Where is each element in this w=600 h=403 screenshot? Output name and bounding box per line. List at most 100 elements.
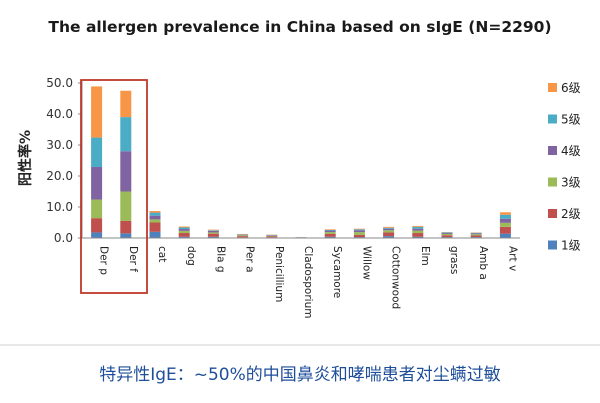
bar-segment [383, 236, 395, 238]
bar-segment [120, 117, 132, 152]
bar-stack-cottonwood [383, 226, 395, 238]
der-highlight-box [80, 79, 148, 294]
bar-stack-sycamore [324, 229, 336, 238]
bar-segment [412, 228, 424, 231]
y-tick-label: 0.0 [54, 231, 73, 245]
bar-segment [149, 212, 161, 216]
bar-segment [383, 228, 395, 231]
bar-segment [324, 233, 336, 237]
bar-segment [324, 232, 336, 234]
bar-segment [91, 218, 103, 233]
bar-segment [207, 230, 219, 231]
bar-stack-der-f [120, 90, 132, 238]
bar-segment [353, 232, 365, 235]
bar-segment [383, 232, 395, 237]
legend-swatch [548, 240, 557, 250]
x-category-label: Cottonwood [390, 246, 402, 309]
bar-segment [353, 228, 365, 230]
legend-label: 2级 [561, 207, 581, 221]
bar-segment [499, 222, 511, 227]
bar-segment [149, 215, 161, 220]
bar-segment [178, 230, 190, 234]
bar-segment [237, 234, 249, 236]
legend-label: 5级 [561, 113, 581, 127]
bar-stack-willow [353, 228, 365, 238]
bar-segment [207, 233, 219, 237]
bar-segment [499, 214, 511, 219]
x-category-label: Der p [98, 246, 110, 275]
y-axis-ticks: 0.0 10.0 20.0 30.0 40.0 50.0 [46, 76, 82, 245]
chart-title: The allergen prevalence in China based o… [48, 18, 551, 36]
bar-segment [353, 234, 365, 238]
bar-segment [412, 230, 424, 234]
legend-swatch [548, 146, 557, 155]
legend-swatch [548, 83, 557, 92]
bar-segment [120, 220, 132, 234]
x-category-label: Cladosporium [302, 246, 314, 318]
bar-segment [412, 236, 424, 238]
x-category-label: Art v [506, 246, 518, 271]
x-category-label: Amb a [477, 246, 489, 280]
x-category-label: Willow [360, 246, 372, 280]
bar-segment [441, 233, 453, 236]
bar-segment [91, 137, 103, 168]
bar-segment [324, 229, 336, 231]
bar-segment [178, 233, 190, 237]
bar-segment [383, 227, 395, 229]
bar-segment [120, 90, 132, 118]
bar-stack-elm [412, 225, 424, 238]
bar-stack-amb-a [470, 232, 482, 238]
bar-segment [149, 219, 161, 223]
bar-segment [499, 218, 511, 223]
bar-segment [237, 235, 249, 237]
x-category-label: Per a [244, 246, 256, 273]
bar-segment [178, 236, 190, 238]
bar-segment [91, 232, 103, 238]
bar-segment [324, 236, 336, 238]
bar-segment [266, 235, 278, 236]
footer-caption: 特异性IgE：~50%的中国鼻炎和哮喘患者对尘螨过敏 [99, 365, 501, 385]
bar-segment [324, 229, 336, 230]
legend-swatch [548, 209, 557, 218]
x-category-label: dog [185, 246, 197, 266]
axes [81, 81, 520, 239]
bar-stack-dog [178, 226, 190, 238]
x-category-label: Sycamore [331, 246, 343, 298]
x-category-label: grass [448, 246, 460, 274]
x-category-label: Der f [127, 246, 139, 272]
bar-stack-cat [149, 211, 161, 238]
bar-segment [470, 234, 482, 236]
legend-label: 3级 [561, 176, 581, 190]
bar-segment [470, 233, 482, 235]
x-category-label: Elm [419, 246, 431, 266]
bar-stack-der-p [91, 86, 103, 238]
bar-segment [178, 229, 190, 231]
x-category-label: Bla g [214, 246, 226, 273]
bar-segment [149, 211, 161, 213]
bar-segment [383, 230, 395, 233]
bar-segment [207, 232, 219, 234]
legend-label: 4级 [561, 144, 581, 158]
bar-stack-penicillium [266, 234, 278, 238]
bar-segment [120, 233, 132, 238]
bar-segment [207, 230, 219, 233]
bar-stack-grass [441, 232, 453, 238]
bar-segment [353, 229, 365, 231]
bar-segment [120, 151, 132, 192]
bar-segment [499, 233, 511, 238]
bar-segment [91, 199, 103, 219]
bar-segment [441, 233, 453, 234]
bar-segment [91, 167, 103, 200]
legend-label: 1级 [561, 239, 581, 253]
bar-segment [178, 226, 190, 228]
bar-stack-per-a [237, 233, 249, 238]
bar-segment [266, 236, 278, 238]
bar-segment [383, 226, 395, 228]
bar-segment [324, 230, 336, 233]
y-tick-label: 30.0 [46, 138, 73, 152]
bar-segment [499, 226, 511, 234]
bar-segment [353, 230, 365, 233]
bar-segment [441, 232, 453, 234]
bar-segment [120, 191, 132, 221]
bar-segment [207, 229, 219, 231]
